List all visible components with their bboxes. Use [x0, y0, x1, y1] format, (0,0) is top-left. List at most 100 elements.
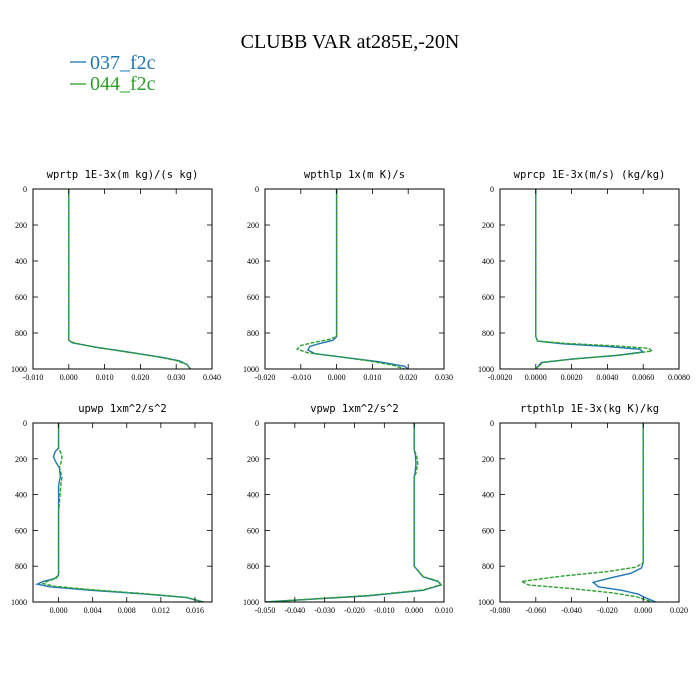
series-line-037-f2c [35, 423, 204, 602]
panel-title: wpthlp 1x(m K)/s [304, 169, 405, 181]
y-tick-label: 800 [15, 562, 27, 571]
x-tick-label: 0.010 [96, 373, 114, 382]
y-tick-label: 400 [247, 491, 259, 500]
series-line-037-f2c [591, 423, 656, 602]
y-tick-label: 800 [247, 562, 259, 571]
y-tick-label: 600 [482, 526, 494, 535]
x-tick-label: -0.010 [374, 606, 395, 615]
series-line-044-f2c [41, 423, 204, 602]
x-tick-label: 0.010 [435, 606, 453, 615]
y-tick-label: 1000 [478, 365, 494, 374]
panel-2: wpthlp 1x(m K)/s -0.020 -0.010 0.000 0.010 0.… [243, 169, 453, 382]
plot-frame [264, 188, 445, 370]
x-tick-label: 0.012 [152, 606, 170, 615]
x-tick-label: -0.040 [561, 606, 582, 615]
legend: 037_f2c 044_f2c [70, 52, 156, 95]
legend-item-044: 044_f2c [70, 73, 156, 95]
panel-title: upwp 1xm^2/s^2 [78, 403, 167, 415]
x-tick-label: 0.030 [167, 373, 185, 382]
x-tick-label: -0.030 [314, 606, 335, 615]
y-tick-label: 400 [247, 257, 259, 266]
panel-title: rtpthlp 1E-3x(kg K)/kg [520, 403, 659, 415]
x-tick-label: 0.010 [363, 373, 381, 382]
y-tick-label: 800 [482, 562, 494, 571]
x-tick-label: -0.010 [23, 373, 44, 382]
plot-frame [264, 422, 445, 603]
figure-title: CLUBB VAR at285E,-20N [241, 31, 460, 53]
series-line-044-f2c [68, 189, 192, 369]
y-tick-label: 1000 [478, 598, 494, 607]
x-tick-label: 0.0080 [668, 373, 690, 382]
plot-frame [499, 422, 680, 603]
x-tick-label: 0.000 [405, 606, 423, 615]
y-tick-label: 0 [255, 185, 259, 194]
y-tick-label: 400 [482, 257, 494, 266]
panel-title: vpwp 1xm^2/s^2 [310, 403, 399, 415]
panel-title: wprtp 1E-3x(m kg)/(s kg) [47, 169, 199, 181]
y-tick-label: 0 [490, 419, 494, 428]
panel-5: vpwp 1xm^2/s^2 -0.050 -0.040 -0.030 -0.020 -0… [243, 403, 453, 615]
series-line-044-f2c [265, 423, 443, 602]
panel-4: upwp 1xm^2/s^2 0.000 0.004 0.008 0.012 0.016 0… [11, 403, 213, 615]
x-tick-label: 0.020 [670, 606, 688, 615]
y-tick-label: 200 [482, 221, 494, 230]
series-line-044-f2c [535, 189, 654, 369]
x-tick-label: 0.016 [186, 606, 204, 615]
x-tick-label: 0.0000 [525, 373, 547, 382]
series-line-044-f2c [519, 423, 653, 602]
x-tick-label: -0.040 [284, 606, 305, 615]
x-tick-label: -0.010 [290, 373, 311, 382]
y-tick-label: 600 [15, 526, 27, 535]
x-tick-label: 0.0040 [596, 373, 618, 382]
x-tick-label: 0.004 [84, 606, 102, 615]
x-tick-label: -0.060 [525, 606, 546, 615]
panel-6: rtpthlp 1E-3x(kg K)/kg -0.080 -0.060 -0.040… [478, 403, 688, 615]
y-tick-label: 600 [15, 293, 27, 302]
y-tick-label: 800 [247, 329, 259, 338]
y-tick-label: 600 [247, 526, 259, 535]
x-tick-label: 0.020 [131, 373, 149, 382]
series-line-044-f2c [295, 189, 405, 369]
plot-frame [32, 188, 213, 370]
y-tick-label: 0 [255, 419, 259, 428]
y-tick-label: 800 [15, 329, 27, 338]
y-tick-label: 1000 [243, 365, 259, 374]
x-tick-label: -0.020 [255, 373, 276, 382]
panel-3: wprcp 1E-3x(m/s) (kg/kg) -0.0020 0.0000 0.0… [478, 169, 690, 382]
plot-frame [32, 422, 213, 603]
y-tick-label: 1000 [11, 365, 27, 374]
y-tick-label: 200 [15, 455, 27, 464]
y-tick-label: 200 [15, 221, 27, 230]
x-tick-label: 0.000 [50, 606, 68, 615]
x-tick-label: 0.000 [60, 373, 78, 382]
y-tick-label: 1000 [243, 598, 259, 607]
y-tick-label: 400 [15, 491, 27, 500]
x-tick-label: -0.020 [344, 606, 365, 615]
x-tick-label: 0.0060 [632, 373, 654, 382]
x-tick-label: 0.000 [634, 606, 652, 615]
x-tick-label: -0.050 [255, 606, 276, 615]
legend-label-044: 044_f2c [90, 73, 156, 95]
x-tick-label: -0.020 [597, 606, 618, 615]
y-tick-label: 200 [247, 455, 259, 464]
y-tick-label: 800 [482, 329, 494, 338]
x-tick-label: -0.0020 [488, 373, 513, 382]
x-tick-label: 0.040 [203, 373, 221, 382]
y-tick-label: 400 [482, 491, 494, 500]
series-line-037-f2c [307, 189, 409, 369]
legend-item-037: 037_f2c [70, 52, 156, 74]
plot-frame [499, 188, 680, 370]
y-tick-label: 0 [23, 419, 27, 428]
x-tick-label: 0.000 [328, 373, 346, 382]
y-tick-label: 1000 [11, 598, 27, 607]
panel-title: wprcp 1E-3x(m/s) (kg/kg) [514, 169, 666, 181]
x-tick-label: 0.030 [435, 373, 453, 382]
y-tick-label: 200 [247, 221, 259, 230]
x-tick-label: -0.080 [490, 606, 511, 615]
x-tick-label: 0.020 [399, 373, 417, 382]
y-tick-label: 600 [482, 293, 494, 302]
panel-1: wprtp 1E-3x(m kg)/(s kg) -0.010 0.000 0.010… [11, 169, 221, 382]
x-tick-label: 0.0020 [561, 373, 583, 382]
y-tick-label: 0 [23, 185, 27, 194]
